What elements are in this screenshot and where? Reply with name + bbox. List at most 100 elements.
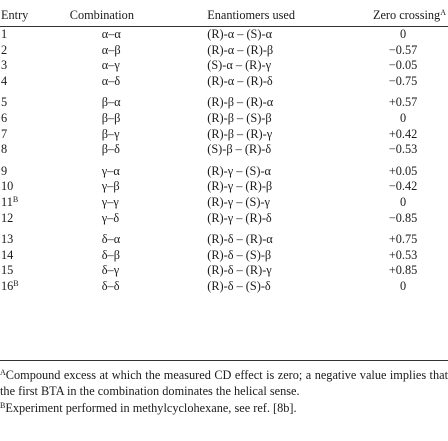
entry-number: 12 — [1, 210, 14, 225]
footnote-b: BExperiment performed in methylcyclohexa… — [0, 401, 448, 417]
cell-entry: 10 — [0, 179, 54, 195]
table-row: 3 α–γ (S)-α – (R)-γ −0.05 — [0, 58, 448, 74]
footnote-a: ACompound excess at which the measured C… — [0, 368, 448, 399]
footnote-b-mark: B — [0, 401, 6, 410]
cell-entry: 7 — [0, 127, 54, 143]
table-row: 13 δ–α (R)-δ – (R)-α +0.75 — [0, 226, 448, 248]
table-row: 7 β–γ (R)-β – (R)-γ +0.42 — [0, 127, 448, 143]
entry-number: 9 — [1, 163, 8, 178]
cell-zero-crossing: +0.05 — [388, 163, 418, 178]
data-table: Entry Combination Enantiomers used Zero … — [0, 4, 448, 295]
table-body: 1 α–α (R)-α – (S)-α 0 2 α–β (R)-α – (R)-β −0.57… — [0, 27, 448, 295]
cell-combination: α–β — [101, 42, 121, 57]
cell-enantiomers: (R)-β – (R)-α — [207, 95, 274, 110]
table-row: 6 β–β (R)-β – (S)-β 0 — [0, 111, 448, 127]
cell-combination: γ–α — [101, 163, 120, 178]
cell-entry: 4 — [0, 74, 54, 90]
cell-entry: 2 — [0, 43, 54, 59]
entry-number: 8 — [1, 142, 8, 157]
cell-combination: α–γ — [101, 58, 120, 73]
entry-footnote-mark: B — [12, 194, 19, 204]
table-header-row: Entry Combination Enantiomers used Zero … — [0, 4, 448, 27]
table-row: 10 γ–β (R)-γ – (R)-β −0.42 — [0, 179, 448, 195]
cell-entry: 1 — [0, 27, 54, 43]
header-zero-label: Zero crossing — [372, 7, 441, 22]
cell-enantiomers: (R)-α – (R)-δ — [207, 73, 273, 88]
cell-enantiomers: (R)-δ – (S)-β — [207, 247, 272, 262]
entry-number: 6 — [1, 110, 8, 125]
cell-combination: α–α — [101, 27, 121, 41]
header-zero-footnote-mark: A — [440, 7, 446, 17]
cell-zero-crossing: −0.57 — [388, 42, 418, 57]
cell-combination: β–α — [101, 95, 121, 110]
cell-combination: β–γ — [101, 126, 120, 141]
entry-number: 1 — [1, 27, 8, 41]
cell-enantiomers: (R)-δ – (R)-γ — [207, 263, 272, 278]
table-row: 8 β–δ (S)-β – (R)-δ −0.53 — [0, 142, 448, 158]
footnote-a-text: Compound excess at which the measured CD… — [0, 368, 448, 398]
entry-number: 13 — [1, 232, 14, 247]
cell-entry: 8 — [0, 142, 54, 158]
table-row: 2 α–β (R)-α – (R)-β −0.57 — [0, 43, 448, 59]
cell-zero-crossing: 0 — [399, 27, 407, 41]
cell-combination: γ–δ — [101, 210, 120, 225]
cell-enantiomers: (R)-γ – (S)-γ — [207, 194, 270, 209]
cell-enantiomers: (R)-β – (R)-γ — [207, 126, 273, 141]
table-row: 11B γ–γ (R)-γ – (S)-γ 0 — [0, 195, 448, 211]
cell-combination: δ–γ — [101, 263, 120, 278]
entry-number: 10 — [1, 179, 14, 194]
table-row: 16B δ–δ (R)-δ – (S)-δ 0 — [0, 279, 448, 295]
cell-enantiomers: (R)-β – (S)-β — [207, 110, 272, 125]
entry-footnote-mark: B — [13, 278, 19, 288]
cell-zero-crossing: −0.42 — [388, 179, 418, 194]
cell-entry: 14 — [0, 248, 54, 264]
cell-entry: 15 — [0, 263, 54, 279]
cell-zero-crossing: −0.53 — [388, 142, 418, 157]
cell-zero-crossing: +0.42 — [388, 126, 418, 141]
cell-zero-crossing: 0 — [399, 278, 407, 293]
header-entry: Entry — [0, 4, 54, 27]
header-zero-crossing: Zero crossingA — [342, 4, 448, 27]
cell-combination: α–δ — [101, 73, 121, 88]
cell-entry: 5 — [0, 89, 54, 111]
cell-combination: γ–β — [101, 179, 120, 194]
cell-enantiomers: (R)-δ – (S)-δ — [207, 278, 271, 293]
table-row: 12 γ–δ (R)-γ – (R)-δ −0.85 — [0, 211, 448, 227]
table-row: 4 α–δ (R)-α – (R)-δ −0.75 — [0, 74, 448, 90]
cell-entry: 6 — [0, 111, 54, 127]
cell-combination: δ–δ — [101, 278, 120, 293]
entry-number: 3 — [1, 58, 8, 73]
cell-zero-crossing: 0 — [399, 194, 407, 209]
cell-combination: β–β — [101, 110, 121, 125]
table-row: 15 δ–γ (R)-δ – (R)-γ +0.85 — [0, 263, 448, 279]
cell-combination: δ–α — [101, 232, 121, 247]
cell-zero-crossing: +0.53 — [388, 247, 418, 262]
entry-number: 11 — [1, 194, 13, 209]
entry-number: 2 — [1, 42, 8, 57]
cell-zero-crossing: −0.05 — [388, 58, 418, 73]
cell-zero-crossing: −0.85 — [388, 210, 418, 225]
cell-entry: 3 — [0, 58, 54, 74]
cell-enantiomers: (R)-α – (S)-α — [207, 27, 273, 41]
cell-enantiomers: (S)-α – (R)-γ — [207, 58, 272, 73]
table-bottom-rule — [0, 360, 448, 361]
table-row: 9 γ–α (R)-γ – (S)-α +0.05 — [0, 158, 448, 180]
cell-zero-crossing: −0.75 — [388, 73, 418, 88]
entry-number: 4 — [1, 73, 8, 88]
footnote-b-text: Experiment performed in methylcyclohexan… — [5, 401, 297, 415]
footnotes: ACompound excess at which the measured C… — [0, 368, 448, 419]
cell-entry: 9 — [0, 158, 54, 180]
table-row: 1 α–α (R)-α – (S)-α 0 — [0, 27, 448, 43]
entry-number: 7 — [1, 126, 8, 141]
cell-zero-crossing: +0.75 — [388, 232, 418, 247]
cell-entry: 12 — [0, 211, 54, 227]
table-row: 5 β–α (R)-β – (R)-α +0.57 — [0, 89, 448, 111]
cell-zero-crossing: +0.57 — [388, 95, 418, 110]
cell-combination: δ–β — [101, 247, 120, 262]
cell-combination: γ–γ — [101, 194, 119, 209]
cell-enantiomers: (R)-γ – (R)-δ — [207, 210, 272, 225]
cell-enantiomers: (R)-γ – (S)-α — [207, 163, 272, 178]
cell-enantiomers: (R)-γ – (R)-β — [207, 179, 273, 194]
entry-number: 16 — [1, 278, 14, 293]
